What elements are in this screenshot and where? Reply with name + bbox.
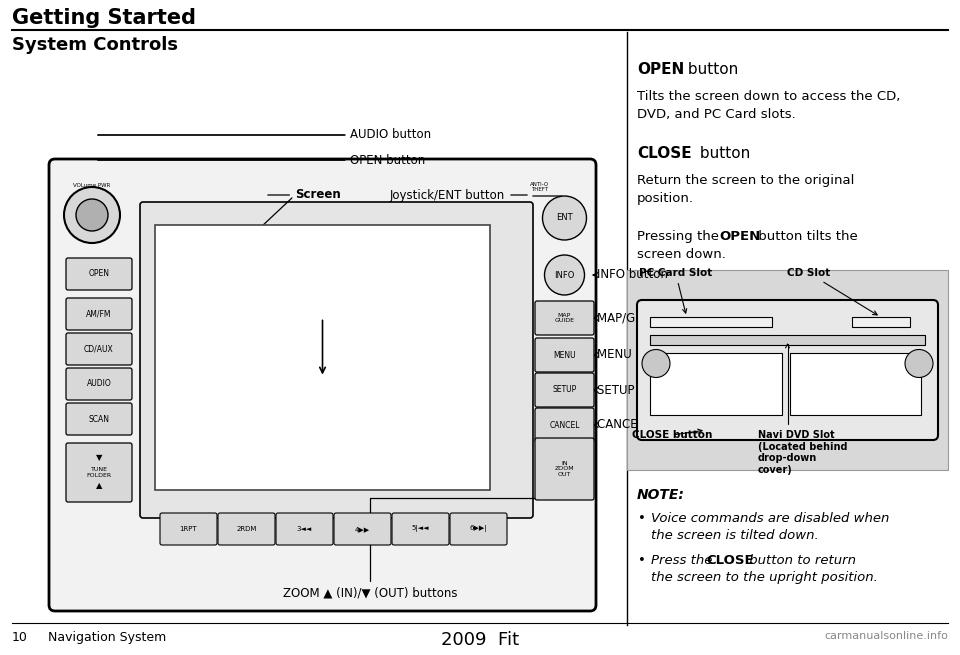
Text: button: button xyxy=(683,62,738,77)
Bar xyxy=(789,353,921,415)
Text: 6▶▶|: 6▶▶| xyxy=(469,525,488,533)
Bar xyxy=(627,270,948,470)
Text: 10: 10 xyxy=(12,631,28,644)
Text: CD Slot: CD Slot xyxy=(787,268,877,315)
Text: ▲: ▲ xyxy=(96,481,103,490)
Circle shape xyxy=(542,196,587,240)
Bar xyxy=(852,317,910,327)
Text: •: • xyxy=(637,554,645,567)
Text: AUDIO button: AUDIO button xyxy=(98,128,431,141)
FancyBboxPatch shape xyxy=(218,513,275,545)
Text: CLOSE button: CLOSE button xyxy=(632,429,712,440)
FancyBboxPatch shape xyxy=(535,373,594,407)
Text: MENU button: MENU button xyxy=(593,348,675,362)
Text: AUDIO: AUDIO xyxy=(86,379,111,388)
Circle shape xyxy=(64,187,120,243)
Text: the screen is tilted down.: the screen is tilted down. xyxy=(651,529,819,542)
Text: TUNE
FOLDER: TUNE FOLDER xyxy=(86,467,111,478)
FancyBboxPatch shape xyxy=(66,443,132,502)
FancyBboxPatch shape xyxy=(392,513,449,545)
Text: NOTE:: NOTE: xyxy=(637,488,684,502)
FancyBboxPatch shape xyxy=(535,438,594,500)
Text: OPEN: OPEN xyxy=(637,62,684,77)
Text: Navigation System: Navigation System xyxy=(48,631,166,644)
Text: position.: position. xyxy=(637,192,694,205)
Bar xyxy=(650,335,925,345)
Text: OPEN: OPEN xyxy=(719,230,760,243)
Text: CANCEL: CANCEL xyxy=(549,421,580,430)
Text: CD/AUX: CD/AUX xyxy=(84,345,114,354)
FancyBboxPatch shape xyxy=(535,408,594,442)
FancyBboxPatch shape xyxy=(66,368,132,400)
Bar xyxy=(155,225,490,490)
Text: Screen: Screen xyxy=(268,189,341,202)
Text: Press the: Press the xyxy=(651,554,716,567)
Text: Getting Started: Getting Started xyxy=(12,8,196,28)
Text: CANCEL button: CANCEL button xyxy=(593,419,687,432)
Text: 1RPT: 1RPT xyxy=(180,526,198,532)
Circle shape xyxy=(544,255,585,295)
Text: CLOSE: CLOSE xyxy=(637,146,691,161)
Text: DVD, and PC Card slots.: DVD, and PC Card slots. xyxy=(637,108,796,121)
Text: Return the screen to the original: Return the screen to the original xyxy=(637,174,854,187)
FancyBboxPatch shape xyxy=(535,338,594,372)
FancyBboxPatch shape xyxy=(535,301,594,335)
Text: 3◄◄: 3◄◄ xyxy=(297,526,312,532)
Text: SCAN: SCAN xyxy=(88,415,109,424)
Text: Voice commands are disabled when: Voice commands are disabled when xyxy=(651,512,889,525)
FancyBboxPatch shape xyxy=(276,513,333,545)
FancyBboxPatch shape xyxy=(66,258,132,290)
Bar xyxy=(650,317,772,327)
Text: 2RDM: 2RDM xyxy=(236,526,256,532)
Text: Tilts the screen down to access the CD,: Tilts the screen down to access the CD, xyxy=(637,90,900,103)
Text: carmanualsonline.info: carmanualsonline.info xyxy=(824,631,948,641)
Text: 2009  Fit: 2009 Fit xyxy=(441,631,519,649)
Bar xyxy=(650,353,781,415)
Text: Navi DVD Slot
(Located behind
drop-down
cover): Navi DVD Slot (Located behind drop-down … xyxy=(758,344,848,475)
Circle shape xyxy=(642,350,670,377)
Text: VOLume PWR: VOLume PWR xyxy=(73,183,110,188)
Text: •: • xyxy=(637,512,645,525)
Text: PC Card Slot: PC Card Slot xyxy=(639,268,712,313)
Text: MENU: MENU xyxy=(553,350,576,360)
Text: the screen to the upright position.: the screen to the upright position. xyxy=(651,571,877,584)
Text: button to return: button to return xyxy=(745,554,856,567)
Text: IN
ZOOM
OUT: IN ZOOM OUT xyxy=(555,461,574,477)
Text: ENT: ENT xyxy=(556,214,573,223)
Text: 5|◄◄: 5|◄◄ xyxy=(412,525,429,533)
Text: ▼: ▼ xyxy=(96,453,103,462)
Text: System Controls: System Controls xyxy=(12,36,178,54)
FancyBboxPatch shape xyxy=(66,403,132,435)
Text: ZOOM ▲ (IN)/▼ (OUT) buttons: ZOOM ▲ (IN)/▼ (OUT) buttons xyxy=(283,498,562,600)
FancyBboxPatch shape xyxy=(66,333,132,365)
Text: OPEN button: OPEN button xyxy=(98,153,425,166)
Text: button: button xyxy=(695,146,751,161)
Text: INFO button: INFO button xyxy=(593,269,668,282)
Text: CLOSE: CLOSE xyxy=(706,554,754,567)
Text: button tilts the: button tilts the xyxy=(754,230,857,243)
Text: AM/FM: AM/FM xyxy=(86,310,111,318)
FancyBboxPatch shape xyxy=(140,202,533,518)
FancyBboxPatch shape xyxy=(160,513,217,545)
Text: MAP
GUIDE: MAP GUIDE xyxy=(555,313,574,323)
Text: ANTI-O
THEFT: ANTI-O THEFT xyxy=(531,182,549,193)
Circle shape xyxy=(905,350,933,377)
Text: screen down.: screen down. xyxy=(637,248,726,261)
Circle shape xyxy=(76,199,108,231)
Text: OPEN: OPEN xyxy=(88,269,109,278)
Text: Pressing the: Pressing the xyxy=(637,230,723,243)
Text: SETUP: SETUP xyxy=(552,386,577,394)
FancyBboxPatch shape xyxy=(450,513,507,545)
Text: INFO: INFO xyxy=(554,271,575,280)
Text: Joystick/ENT button: Joystick/ENT button xyxy=(390,189,527,202)
FancyBboxPatch shape xyxy=(49,159,596,611)
FancyBboxPatch shape xyxy=(637,300,938,440)
Text: MAP/GUIDE button: MAP/GUIDE button xyxy=(593,312,707,324)
FancyBboxPatch shape xyxy=(66,298,132,330)
Text: 4▶▶: 4▶▶ xyxy=(355,526,370,532)
FancyBboxPatch shape xyxy=(334,513,391,545)
Text: SETUP button: SETUP button xyxy=(593,383,678,396)
